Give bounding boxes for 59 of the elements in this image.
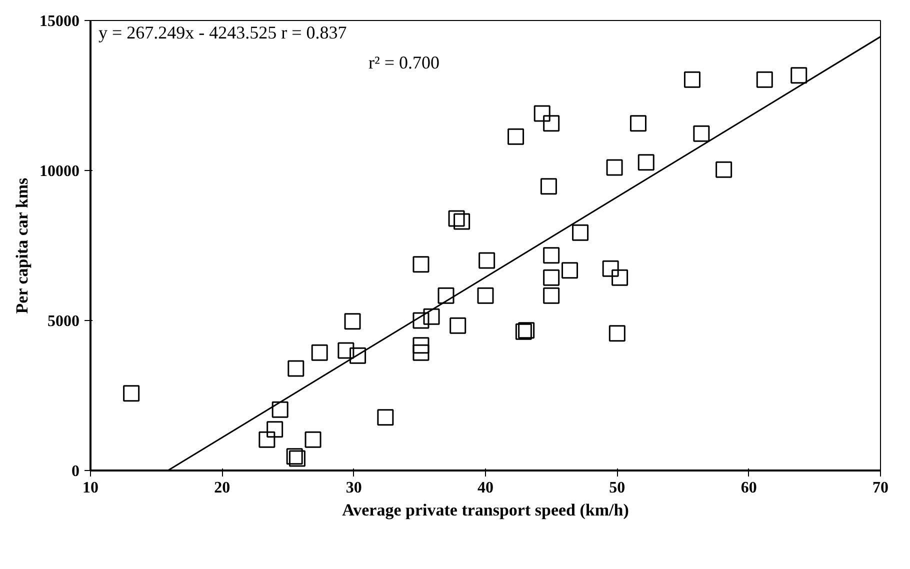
point bbox=[638, 154, 654, 171]
x-tick-label: 60 bbox=[740, 480, 757, 496]
point bbox=[454, 213, 470, 230]
point bbox=[602, 260, 619, 277]
point bbox=[518, 322, 535, 339]
point bbox=[612, 269, 628, 286]
point bbox=[311, 344, 328, 361]
point bbox=[608, 325, 626, 342]
point bbox=[350, 347, 366, 364]
point bbox=[478, 252, 496, 269]
point bbox=[606, 159, 623, 176]
x-tick-label: 50 bbox=[609, 480, 626, 496]
point bbox=[534, 105, 550, 122]
point bbox=[543, 247, 560, 264]
y-axis-title: Per capita car kms bbox=[12, 178, 32, 314]
point bbox=[543, 287, 560, 304]
y-tick-label: 5000 bbox=[48, 313, 80, 330]
point bbox=[477, 287, 494, 304]
point bbox=[123, 385, 140, 402]
point bbox=[438, 287, 454, 304]
point bbox=[756, 71, 773, 88]
point bbox=[412, 344, 430, 361]
point bbox=[540, 178, 557, 195]
point bbox=[630, 115, 646, 132]
point bbox=[412, 256, 430, 273]
x-tick-label: 70 bbox=[872, 480, 888, 496]
point bbox=[562, 262, 578, 279]
point bbox=[716, 161, 732, 178]
point bbox=[258, 431, 276, 448]
annotation: y = 267.249x - 4243.525 r = 0.837 bbox=[98, 22, 347, 42]
point bbox=[304, 431, 322, 448]
point bbox=[344, 313, 361, 330]
point bbox=[266, 421, 284, 438]
x-tick-label: 10 bbox=[82, 480, 98, 496]
annotation: r² = 0.700 bbox=[368, 52, 440, 72]
point bbox=[423, 308, 440, 325]
point bbox=[338, 342, 354, 359]
point bbox=[684, 71, 700, 88]
y-tick-label: 0 bbox=[72, 463, 80, 480]
point bbox=[412, 312, 430, 329]
point bbox=[515, 323, 532, 340]
point bbox=[693, 125, 710, 142]
x-axis-title: Average private transport speed (km/h) bbox=[342, 500, 629, 520]
point bbox=[288, 360, 304, 377]
x-tick-label: 30 bbox=[346, 480, 362, 496]
x-tick-label: 20 bbox=[214, 480, 230, 496]
point bbox=[412, 337, 430, 354]
point bbox=[272, 401, 288, 418]
point bbox=[377, 409, 394, 426]
point bbox=[450, 317, 466, 334]
point bbox=[543, 269, 560, 286]
point bbox=[508, 128, 524, 145]
point bbox=[448, 210, 465, 227]
y-tick-label: 15000 bbox=[40, 13, 80, 30]
point bbox=[790, 67, 808, 84]
y-tick-label: 10000 bbox=[40, 163, 80, 180]
point bbox=[572, 224, 589, 241]
point bbox=[543, 115, 560, 132]
x-tick-label: 40 bbox=[478, 480, 494, 496]
